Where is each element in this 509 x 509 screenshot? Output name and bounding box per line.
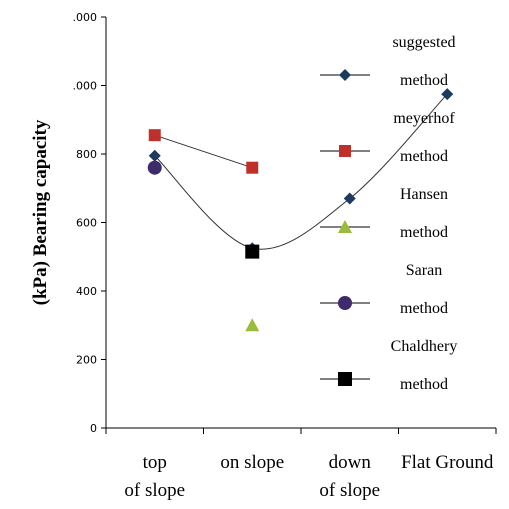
point-suggested-method (148, 149, 161, 162)
x-tick-label: top (143, 452, 167, 473)
point-suggested-method (441, 88, 454, 101)
y-tick-label: .000 (73, 80, 98, 93)
x-tick-label: Flat Ground (401, 452, 494, 473)
legend-label: meyerhof (393, 110, 455, 127)
point-hansen-method (245, 318, 260, 332)
legend-marker-saran-method (338, 296, 352, 310)
point-suggested-method (343, 192, 356, 205)
legend-label: method (400, 148, 448, 165)
series-group (147, 88, 454, 332)
legend-label: Chaldhery (391, 338, 458, 355)
y-tick-label: 200 (76, 354, 97, 367)
legend-label: suggested (392, 34, 455, 51)
series-line-meyerhof-method (154, 134, 253, 169)
x-tick-label: of slope (319, 480, 380, 501)
y-tick-label: 800 (76, 148, 97, 161)
point-chaldhery-method (245, 244, 260, 259)
legend-label: method (400, 376, 448, 393)
x-tick-label: of slope (124, 480, 185, 501)
y-axis-label-group: (kPa) Bearing capacity (30, 119, 51, 305)
x-tick-label: on slope (220, 452, 284, 473)
legend-marker-chaldhery-method (338, 372, 352, 386)
legend-marker-suggested-method (339, 69, 351, 81)
legend-label: method (400, 72, 448, 89)
x-tick-label: down (329, 452, 372, 473)
y-tick-label: 600 (76, 217, 97, 230)
axes: 0 200 400 600 800 .000 .000 top of slope on slope… (73, 11, 497, 501)
series-line-suggested-method (154, 93, 448, 250)
legend: suggested method meyerhof method Hansen metho… (320, 34, 457, 393)
legend-marker-meyerhof-method (339, 145, 351, 157)
y-tick-label: 0 (90, 422, 97, 435)
point-saran-method (147, 160, 162, 175)
y-axis-label: (kPa) Bearing capacity (30, 119, 51, 305)
y-tick-label: .000 (73, 11, 98, 24)
legend-label: method (400, 300, 448, 317)
y-tick-label: 400 (76, 285, 97, 298)
point-meyerhof-method (246, 161, 259, 174)
legend-label: Saran (406, 262, 442, 279)
legend-label: method (400, 224, 448, 241)
legend-label: Hansen (400, 186, 448, 203)
point-meyerhof-method (148, 129, 161, 142)
legend-marker-hansen-method (338, 220, 352, 233)
